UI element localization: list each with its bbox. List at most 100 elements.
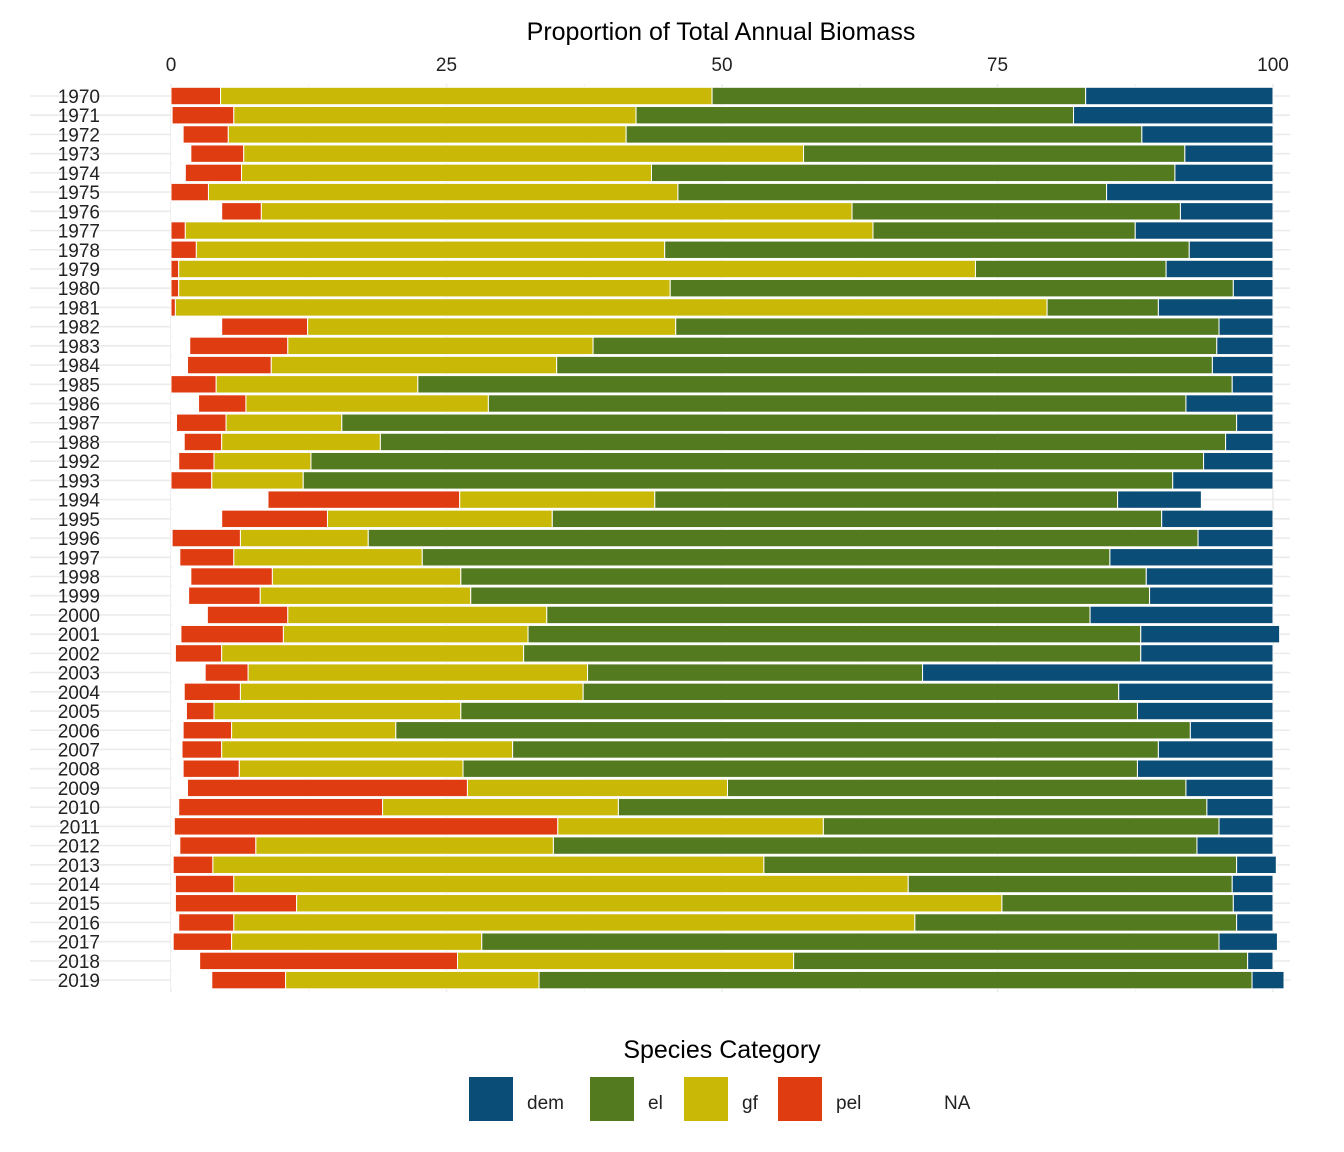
y-tick-label: 1996 <box>58 529 100 550</box>
y-tick-label: 1972 <box>58 125 100 146</box>
bar-segment-el <box>551 509 1163 529</box>
bar-segment-pel <box>178 451 215 471</box>
y-tick-label: 2003 <box>58 664 100 685</box>
y-tick-label: 1998 <box>58 568 100 589</box>
x-tick-label: 50 <box>711 55 732 76</box>
bar-segment-dem <box>1206 797 1274 817</box>
y-tick-label: 1970 <box>58 87 100 108</box>
legend-label-el: el <box>648 1093 663 1114</box>
bar-segment-na <box>171 952 200 970</box>
y-tick-label: 2001 <box>58 625 100 646</box>
bar-segment-dem <box>1188 240 1274 259</box>
bar-segment-el <box>872 221 1136 240</box>
bar-segment-pel <box>206 605 289 625</box>
bar-segment-dem <box>1236 413 1274 432</box>
bar-segment-na <box>171 760 184 778</box>
bar-segment-na <box>171 683 185 701</box>
bar-segment-gf <box>215 375 419 394</box>
bar-segment-pel <box>178 913 235 932</box>
bar-segment-pel <box>180 624 284 644</box>
bar-segment-pel <box>211 970 287 990</box>
bar-segment-gf <box>233 106 637 125</box>
x-axis-ticks: 0 25 50 75 100 <box>166 55 1289 76</box>
bar-segment-dem <box>1231 874 1274 894</box>
bar-segment-dem <box>1203 451 1274 471</box>
bar-segment-na <box>171 164 186 182</box>
y-tick-label: 1981 <box>58 298 100 319</box>
bar-segment-na <box>171 433 185 451</box>
bar-segment-na <box>171 817 175 836</box>
bar-segment-dem <box>1211 355 1274 375</box>
y-tick-label: 1986 <box>58 395 100 416</box>
bar-segment-na <box>171 490 268 509</box>
bar-segment-el <box>552 836 1198 855</box>
bar-segment-na <box>171 606 208 624</box>
legend-swatch-na <box>886 1077 930 1121</box>
y-tick-label: 2008 <box>58 760 100 781</box>
bar-segment-gf <box>221 644 525 663</box>
bar-segment-pel <box>221 202 262 221</box>
bar-segment-dem <box>1197 528 1274 548</box>
bar-segment-gf <box>231 932 483 951</box>
bar-segment-pel <box>183 682 241 702</box>
legend-label-na: NA <box>944 1093 971 1114</box>
bar-segment-gf <box>195 240 666 259</box>
bar-segment-dem <box>1247 951 1274 971</box>
bar-segment-dem <box>1172 471 1274 490</box>
bar-segment-gf <box>213 701 462 721</box>
bar-segment-na <box>171 202 222 221</box>
bar-segment-na <box>171 144 191 163</box>
bar-segment-el <box>669 279 1234 298</box>
bar-segment-na <box>171 106 173 124</box>
bar-segment-el <box>421 548 1111 567</box>
bar-segment-pel <box>267 490 461 509</box>
bar-segment-el <box>582 682 1120 702</box>
y-tick-label: 1973 <box>58 145 100 166</box>
y-tick-label: 2002 <box>58 644 100 665</box>
bar-segment-pel <box>174 894 298 913</box>
y-tick-label: 2017 <box>58 933 100 954</box>
y-tick-label: 1994 <box>58 491 101 512</box>
y-tick-label: 1980 <box>58 279 100 300</box>
bar-segment-dem <box>1134 221 1274 240</box>
bar-segment-el <box>460 701 1138 721</box>
legend-swatch-gf <box>684 1077 728 1121</box>
bar-segment-el <box>527 624 1142 644</box>
y-tick-label: 2019 <box>58 971 100 992</box>
bar-segment-pel <box>190 567 273 586</box>
bar-segment-el <box>635 106 1075 125</box>
bar-segment-dem <box>1236 855 1277 874</box>
bar-segment-el <box>470 586 1151 605</box>
bar-segment-el <box>1001 894 1234 913</box>
bar-segment-na <box>171 856 174 874</box>
bar-segment-dem <box>1185 394 1274 413</box>
bar-segment-el <box>793 951 1249 971</box>
bar-segment-el <box>379 432 1227 452</box>
bar-segment-na <box>171 702 187 720</box>
bar-segment-gf <box>238 759 464 778</box>
y-axis-ticks: 1970197119721973197419751976197719781979… <box>58 87 101 992</box>
bar-segment-gf <box>287 336 594 356</box>
y-tick-label: 1982 <box>58 318 100 339</box>
bar-segment-el <box>538 970 1253 990</box>
bar-segment-pel <box>204 663 249 682</box>
y-tick-label: 2014 <box>58 875 101 896</box>
bar-segment-pel <box>170 279 180 298</box>
bar-segment-na <box>171 587 189 605</box>
x-tick-label: 0 <box>166 55 177 76</box>
bar-segment-dem <box>1089 605 1274 625</box>
y-tick-label: 2004 <box>58 683 101 704</box>
bar-segment-gf <box>307 317 677 336</box>
y-tick-label: 1971 <box>58 106 100 127</box>
bar-segment-el <box>556 355 1213 375</box>
bar-segment-pel <box>174 644 223 663</box>
bar-segment-gf <box>271 567 462 586</box>
bar-segment-pel <box>187 778 468 798</box>
bar-segment-el <box>617 797 1208 817</box>
bar-segment-el <box>302 471 1174 490</box>
bar-segment-gf <box>184 221 874 240</box>
y-tick-label: 1995 <box>58 510 100 531</box>
y-tick-label: 1978 <box>58 241 100 262</box>
bar-segment-el <box>803 144 1186 163</box>
